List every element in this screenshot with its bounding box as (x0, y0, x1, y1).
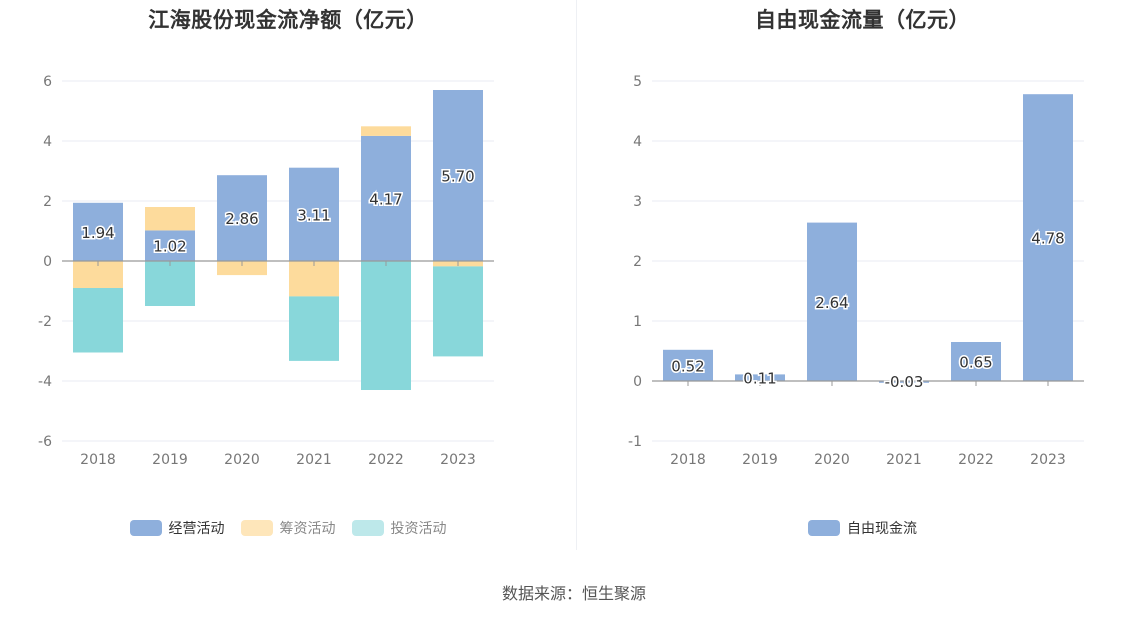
x-tick-label: 2019 (152, 452, 188, 468)
cashflow-chart-panel: 江海股份现金流净额（亿元） 6 4 2 0 -2 -4 -6 2018 2019 2020 2021… (0, 0, 576, 560)
data-label: 0.11 (743, 370, 776, 388)
y-tick-label: -1 (628, 434, 642, 450)
bar (361, 261, 411, 390)
x-tick-label: 2018 (80, 452, 116, 468)
bar (735, 374, 785, 381)
x-tick-label: 2022 (958, 452, 994, 468)
data-source-footer: 数据来源：恒生聚源 (501, 584, 646, 603)
y-tick-label: 0 (633, 374, 642, 390)
y-tick-label: -2 (38, 314, 52, 330)
y-tick-label: 4 (633, 134, 642, 150)
y-tick-label: -4 (38, 374, 52, 390)
data-label: 1.94 (81, 224, 114, 242)
y-tick-label: 6 (43, 74, 52, 90)
legend-swatch (129, 520, 162, 536)
bar (1023, 94, 1073, 381)
legend-label: 经营活动 (168, 521, 225, 537)
bar (433, 90, 483, 261)
chart-legend: 自由现金流 (577, 518, 1148, 538)
bar (663, 349, 713, 381)
x-tick-label: 2023 (440, 452, 476, 468)
data-label: 4.78 (1031, 230, 1064, 248)
chart-legend: 经营活动 筹资活动 投资活动 (0, 518, 576, 538)
chart-title: 江海股份现金流净额（亿元） (148, 8, 428, 32)
x-tick-label: 2020 (224, 452, 260, 468)
y-tick-label: 2 (43, 194, 52, 210)
x-tick-label: 2022 (368, 452, 404, 468)
data-label: -0.03 (885, 373, 924, 391)
legend-item-free-cashflow[interactable]: 自由现金流 (808, 518, 917, 538)
data-label: 5.70 (441, 168, 474, 186)
bar (145, 207, 195, 231)
bar (289, 296, 339, 361)
data-label: 0.52 (671, 357, 704, 375)
legend-swatch (351, 520, 384, 536)
y-tick-label: 1 (633, 314, 642, 330)
bar (807, 222, 857, 381)
legend-label: 筹资活动 (279, 521, 336, 537)
y-tick-label: 2 (633, 254, 642, 270)
data-label: 4.17 (369, 190, 402, 208)
free-cashflow-plot: 5 4 3 2 1 0 -1 2018 2019 2020 2021 2022 2023 0.52 0.11… (628, 74, 1084, 468)
data-label: 1.02 (153, 238, 186, 256)
bar (145, 230, 195, 261)
legend-label: 自由现金流 (847, 521, 917, 537)
legend-label: 投资活动 (390, 521, 447, 537)
x-tick-label: 2023 (1030, 452, 1066, 468)
x-tick-label: 2018 (670, 452, 706, 468)
bar (73, 288, 123, 353)
cashflow-plot: 6 4 2 0 -2 -4 -6 2018 2019 2020 2021 2022 2023 1.94 1.… (38, 74, 494, 468)
bar (361, 135, 411, 261)
panel-divider (576, 0, 577, 550)
bar (289, 167, 339, 261)
x-tick-label: 2020 (814, 452, 850, 468)
y-tick-label: 5 (633, 74, 642, 90)
legend-item-investing[interactable]: 投资活动 (351, 518, 447, 538)
y-tick-label: 4 (43, 134, 52, 150)
free-cashflow-chart-panel: 自由现金流量（亿元） 5 4 3 2 1 0 -1 2018 2019 2020 2021 2022 2… (577, 0, 1148, 560)
legend-item-financing[interactable]: 筹资活动 (240, 518, 336, 538)
y-tick-label: 0 (43, 254, 52, 270)
data-label: 2.64 (815, 294, 848, 312)
bar (145, 261, 195, 306)
legend-swatch (240, 520, 273, 536)
x-tick-label: 2021 (886, 452, 922, 468)
bar (951, 342, 1001, 381)
y-tick-label: -6 (38, 434, 52, 450)
x-tick-label: 2019 (742, 452, 778, 468)
data-label: 3.11 (297, 206, 330, 224)
bar (361, 126, 411, 136)
legend-swatch (808, 520, 840, 536)
legend-item-operating[interactable]: 经营活动 (129, 518, 225, 538)
data-label: 2.86 (225, 210, 258, 228)
x-tick-label: 2021 (296, 452, 332, 468)
data-label: 0.65 (959, 354, 992, 372)
bar (289, 261, 339, 297)
bar (217, 261, 267, 276)
bar (433, 266, 483, 357)
bar (73, 202, 123, 261)
bar (217, 175, 267, 261)
chart-title: 自由现金流量（亿元） (755, 8, 970, 32)
y-tick-label: 3 (633, 194, 642, 210)
